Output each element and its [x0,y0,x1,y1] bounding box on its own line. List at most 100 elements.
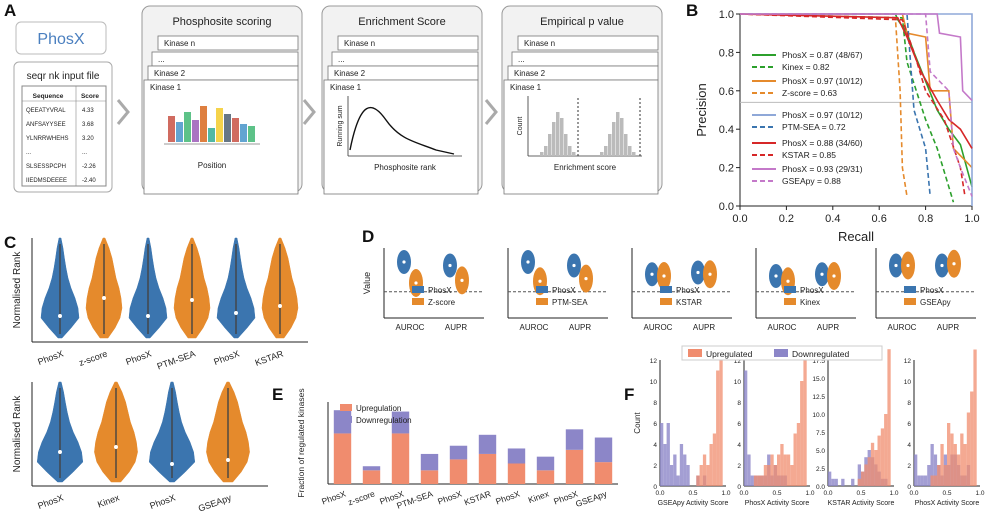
pipeline-xlabel: Enrichment score [554,163,617,172]
y-tick-label: 1.0 [719,9,734,21]
chevron-right-icon [116,99,130,125]
hist-bar-up [960,433,964,486]
violin-median [774,274,778,278]
running-sum-curve [349,106,455,155]
violin-median [114,445,118,449]
kinase-card [511,51,659,67]
legend-swatch [784,286,796,293]
phosx-logo: PhosX [37,31,84,48]
hist-bar-up [767,465,771,486]
hist-bar-up [760,475,764,486]
violin-label: PhosX [148,492,176,510]
pipeline-ylabel: Running sum [337,105,344,146]
violin-median [190,298,194,302]
violin-label: PhosX [36,348,64,366]
bar-downregulation [594,437,613,463]
violin-median [708,272,712,276]
histogram-bar [604,146,608,156]
kinase-card-label: ... [158,55,165,64]
legend-label: PhosX = 0.97 (10/12) [782,76,863,86]
table-cell-score: 3.20 [82,136,94,142]
legend-swatch [904,286,916,293]
x-tick-label: AUPR [569,323,591,332]
hist-bar-up [857,478,861,486]
histogram-bar [624,134,628,156]
bar-upregulation [391,433,410,484]
x-tick-label: 0.2 [779,213,794,225]
hist-bar-up [933,475,938,486]
sequence-logo-letter [200,106,207,142]
violin-median [234,311,238,315]
histogram-bar [568,146,572,156]
violin-median [952,262,956,266]
legend-label: Downregulation [356,416,412,425]
hist-bar-up [763,465,768,486]
kinase-card-label: Kinase 2 [514,69,546,78]
bar-label: PhosX [436,488,463,506]
kinase-card-label: Kinase n [344,39,375,48]
sequence-logo-letter [216,108,223,142]
bar-label: Kinex [527,488,551,505]
legend-label: PhosX [428,286,452,295]
hist-bar-up [777,454,781,486]
y-tick-label: 8 [907,400,911,407]
hist-bar-up [953,444,957,486]
hist-bar-up [930,475,934,486]
y-tick-label: 12 [650,358,658,365]
legend-label: PhosX = 0.97 (10/12) [782,110,863,120]
x-tick-label: 0.4 [825,213,840,225]
y-tick-label: 12 [904,358,912,365]
histogram-bar [552,122,556,156]
bar-downregulation [391,411,410,434]
x-axis-label: GSEApy Activity Score [658,500,729,507]
x-tick-label: 0.5 [856,490,865,497]
hist-bar-down [669,465,674,486]
y-tick-label: 0.0 [719,201,734,213]
legend-label: KSTAR [676,298,702,307]
panel-letter-c: C [4,233,16,252]
hist-bar-up [716,370,720,486]
bar-downregulation [449,445,468,460]
table-cell-score: 3.68 [82,122,94,128]
y-tick-label: 0.4 [719,124,734,136]
sequence-logo-letter [240,124,247,142]
legend-swatch [904,298,916,305]
x-tick-label: AUROC [888,323,917,332]
legend-label: Downregulated [792,349,849,359]
table-cell-score: -2.40 [82,178,96,184]
histogram-bar [560,118,564,156]
hist-bar-up [803,360,807,486]
pr-curve [739,13,955,203]
chevron-right-icon [484,99,498,125]
y-tick-label: 2 [907,463,911,470]
hist-bar-up [793,433,797,486]
hist-bar-up [966,412,971,486]
legend-swatch [340,416,352,423]
hist-bar-up [861,471,865,486]
hist-bar-up [773,465,777,486]
hist-bar-down [663,444,667,486]
bar-upregulation [333,433,352,484]
y-tick-label: 5.0 [816,448,825,455]
chevron-right-icon [302,99,316,125]
histogram-bar [556,112,560,156]
violin-median [786,279,790,283]
hist-bar-up [963,444,967,486]
violin-label: PhosX [124,348,152,366]
bar-downregulation [536,456,555,471]
bar-upregulation [478,453,497,484]
pr-curve [740,13,973,169]
legend-swatch [660,298,672,305]
histogram-bar [600,152,604,156]
bar-upregulation [362,470,381,484]
histogram-bar [540,152,544,156]
violin-median [526,260,530,264]
hist-bar-up [867,457,871,486]
kinase-card [323,79,479,195]
kinase-card-label: Kinase n [164,39,195,48]
legend-label: GSEApy = 0.88 [782,176,841,186]
y-axis-label: Count [633,412,642,434]
bar-downregulation [478,434,497,454]
y-axis-label: Fraction of regulated kinases [296,388,306,497]
violin-label: Kinex [96,492,121,509]
